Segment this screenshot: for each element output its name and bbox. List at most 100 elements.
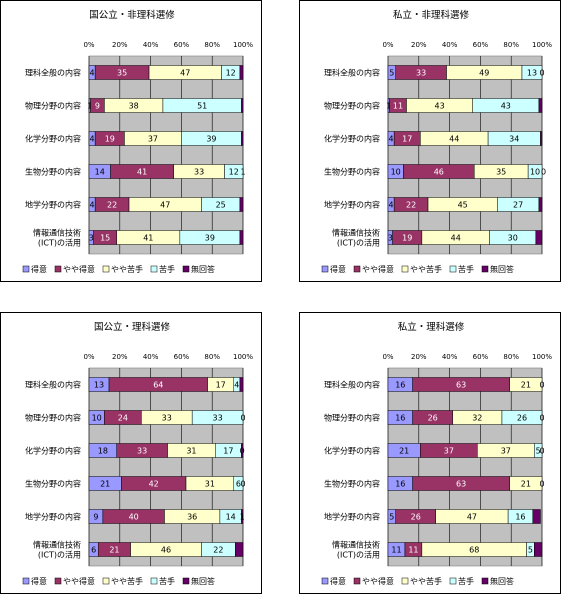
data-label: 47 xyxy=(160,201,170,210)
legend-label: やや苦手 xyxy=(410,576,442,586)
chart-title: 私立・非理科選修 xyxy=(393,9,470,21)
data-label: 9 xyxy=(93,513,98,522)
data-label: 1 xyxy=(386,102,391,111)
x-tick-label: 100% xyxy=(532,41,552,49)
bar-segment xyxy=(540,131,543,146)
legend-label: 無回答 xyxy=(191,576,215,586)
legend-swatch xyxy=(102,265,110,273)
legend-swatch xyxy=(449,577,457,585)
legend-swatch xyxy=(150,265,158,273)
category-label: (ICT)の活用 xyxy=(337,238,380,248)
data-label: 13 xyxy=(94,381,104,390)
chart-panel-1: 国公立・非理科選修 0% 20% 40% 60% 80% 100% 理科全般の内容 4 35 47 1… xyxy=(0,0,262,282)
legend-swatch xyxy=(182,577,190,585)
data-label: 43 xyxy=(434,102,444,111)
data-label: 17 xyxy=(223,447,233,456)
category-label: 化学分野の内容 xyxy=(25,134,81,144)
data-label: 0 xyxy=(240,414,245,423)
x-tick-label: 60% xyxy=(473,353,489,361)
category-label: 生物分野の内容 xyxy=(324,167,380,177)
category-label: 地学分野の内容 xyxy=(25,512,81,522)
data-label: 22 xyxy=(107,201,117,210)
data-label: 41 xyxy=(137,168,147,177)
data-label: 49 xyxy=(479,69,489,78)
data-label: 16 xyxy=(395,414,405,423)
x-tick-label: 0% xyxy=(382,41,393,49)
category-label: 情報通信技術 xyxy=(332,540,380,550)
category-label: 物理分野の内容 xyxy=(25,101,81,111)
data-label: 3 xyxy=(388,234,393,243)
bar-segment xyxy=(532,509,541,524)
x-tick-label: 0% xyxy=(83,353,94,361)
data-label: 25 xyxy=(216,201,226,210)
legend-swatch xyxy=(401,265,409,273)
legend-swatch xyxy=(22,265,30,273)
category-label: 地学分野の内容 xyxy=(324,512,380,522)
x-tick-label: 40% xyxy=(143,41,159,49)
data-label: 22 xyxy=(213,546,223,555)
legend-label: 苦手 xyxy=(458,576,474,586)
data-label: 14 xyxy=(95,168,105,177)
x-tick-label: 80% xyxy=(204,41,220,49)
plot-area xyxy=(387,55,543,255)
category-label: 地学分野の内容 xyxy=(25,200,81,210)
legend-label: 得意 xyxy=(31,576,47,586)
legend-label: やや苦手 xyxy=(111,264,143,274)
data-label: 51 xyxy=(197,102,207,111)
x-tick-label: 20% xyxy=(411,41,427,49)
data-label: 64 xyxy=(153,381,163,390)
data-label: 26 xyxy=(517,414,527,423)
category-label: 化学分野の内容 xyxy=(324,134,380,144)
data-label: 26 xyxy=(428,414,438,423)
data-label: 63 xyxy=(456,480,466,489)
legend-swatch xyxy=(182,265,190,273)
x-tick-label: 0% xyxy=(382,353,393,361)
data-label: 10 xyxy=(92,414,102,423)
category-label: 理科全般の内容 xyxy=(324,380,380,390)
data-label: 10 xyxy=(391,168,401,177)
data-label: 38 xyxy=(129,102,139,111)
bar-segment xyxy=(235,542,244,557)
data-label: 21 xyxy=(109,546,119,555)
data-label: 39 xyxy=(205,234,215,243)
bar-segment xyxy=(241,131,244,146)
bar-segment xyxy=(191,410,244,425)
data-label: 39 xyxy=(206,135,216,144)
data-label: 37 xyxy=(444,447,454,456)
bar-segment xyxy=(509,377,543,392)
data-label: 37 xyxy=(501,447,511,456)
data-label: 22 xyxy=(406,201,416,210)
legend-swatch xyxy=(54,265,62,273)
x-tick-label: 60% xyxy=(174,353,190,361)
bar-segment xyxy=(521,65,543,80)
data-label: 16 xyxy=(395,480,405,489)
data-label: 18 xyxy=(98,447,108,456)
x-tick-label: 60% xyxy=(174,41,190,49)
chart-title: 国公立・理科選修 xyxy=(94,321,171,333)
data-label: 40 xyxy=(129,513,139,522)
legend-label: やや得意 xyxy=(362,576,394,586)
category-label: 物理分野の内容 xyxy=(324,101,380,111)
chart-title: 私立・理科選修 xyxy=(398,321,465,333)
x-tick-label: 100% xyxy=(233,41,253,49)
category-label: 情報通信技術 xyxy=(33,228,81,238)
data-label: 46 xyxy=(434,168,444,177)
data-label: 11 xyxy=(408,546,418,555)
x-tick-label: 60% xyxy=(473,41,489,49)
bar-segment xyxy=(538,98,543,113)
data-label: 16 xyxy=(395,381,405,390)
data-label: 37 xyxy=(148,135,158,144)
chart-panel-2: 私立・非理科選修 0% 20% 40% 60% 80% 100% 理科全般の内容 5 33 49 13… xyxy=(299,0,561,282)
data-label: 14 xyxy=(226,513,236,522)
x-tick-label: 80% xyxy=(204,353,220,361)
category-label: (ICT)の活用 xyxy=(38,238,81,248)
data-label: 41 xyxy=(143,234,153,243)
data-label: 34 xyxy=(509,135,519,144)
bar-segment xyxy=(239,377,244,392)
bar-segment xyxy=(534,443,543,458)
legend-swatch xyxy=(449,265,457,273)
category-label: 生物分野の内容 xyxy=(324,479,380,489)
data-label: 0 xyxy=(240,447,245,456)
data-label: 4 xyxy=(389,135,394,144)
